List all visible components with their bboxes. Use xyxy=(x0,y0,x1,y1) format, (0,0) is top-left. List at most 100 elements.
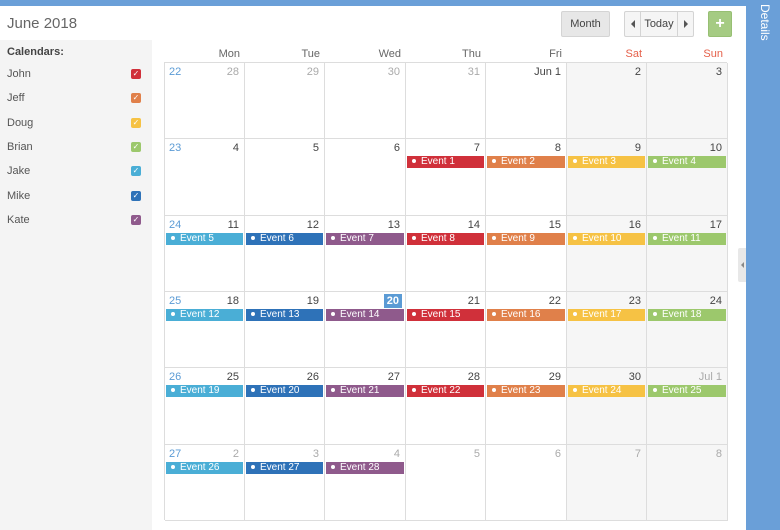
date-number[interactable]: 12 xyxy=(306,219,319,231)
calendar-event[interactable]: Event 27 xyxy=(246,462,323,474)
calendar-event[interactable]: Event 5 xyxy=(166,233,243,245)
day-cell[interactable]: 30 xyxy=(325,63,406,139)
day-cell[interactable]: 31 xyxy=(406,63,486,139)
date-number[interactable]: 27 xyxy=(387,371,400,383)
date-number[interactable]: 30 xyxy=(387,66,400,78)
day-cell[interactable]: 7 xyxy=(567,445,647,521)
date-number[interactable]: 4 xyxy=(393,448,400,460)
week-number[interactable]: 26 xyxy=(169,371,182,383)
day-cell[interactable]: 9 Event 3 xyxy=(567,139,647,216)
day-cell[interactable]: Jun 1 xyxy=(486,63,567,139)
date-number[interactable]: 16 xyxy=(628,219,641,231)
date-number[interactable]: 21 xyxy=(467,295,480,307)
calendar-item-mike[interactable]: Mike ✓ xyxy=(0,186,152,210)
date-number[interactable]: 3 xyxy=(715,66,722,78)
calendar-checkbox[interactable]: ✓ xyxy=(131,190,141,201)
date-number[interactable]: 13 xyxy=(387,219,400,231)
date-number[interactable]: 25 xyxy=(226,371,239,383)
calendar-event[interactable]: Event 10 xyxy=(568,233,645,245)
day-cell[interactable]: 6 xyxy=(486,445,567,521)
calendar-event[interactable]: Event 26 xyxy=(166,462,243,474)
week-number[interactable]: 24 xyxy=(169,219,182,231)
calendar-checkbox[interactable]: ✓ xyxy=(131,141,141,152)
calendar-event[interactable]: Event 7 xyxy=(326,233,404,245)
calendar-event[interactable]: Event 19 xyxy=(166,385,243,397)
week-number[interactable]: 25 xyxy=(169,295,182,307)
calendar-event[interactable]: Event 21 xyxy=(326,385,404,397)
date-number[interactable]: 5 xyxy=(312,142,319,154)
date-number[interactable]: 4 xyxy=(232,142,239,154)
day-cell[interactable]: Jul 1 Event 25 xyxy=(647,368,728,445)
calendar-event[interactable]: Event 8 xyxy=(407,233,484,245)
week-number[interactable]: 27 xyxy=(169,448,182,460)
date-number[interactable]: 2 xyxy=(232,448,239,460)
calendar-event[interactable]: Event 15 xyxy=(407,309,484,321)
day-cell[interactable]: 17 Event 11 xyxy=(647,216,728,292)
day-cell[interactable]: 16 Event 10 xyxy=(567,216,647,292)
day-cell[interactable]: 14 Event 8 xyxy=(406,216,486,292)
today-button[interactable]: Today xyxy=(640,11,678,37)
calendar-checkbox[interactable]: ✓ xyxy=(131,93,141,104)
day-cell[interactable]: 7 Event 1 xyxy=(406,139,486,216)
calendar-event[interactable]: Event 1 xyxy=(407,156,484,168)
calendar-event[interactable]: Event 2 xyxy=(487,156,565,168)
day-cell[interactable]: 15 Event 9 xyxy=(486,216,567,292)
day-cell[interactable]: 20 Event 14 xyxy=(325,292,406,368)
calendar-checkbox[interactable]: ✓ xyxy=(131,166,141,177)
date-number[interactable]: 18 xyxy=(226,295,239,307)
calendar-item-john[interactable]: John ✓ xyxy=(0,64,152,88)
calendar-event[interactable]: Event 11 xyxy=(648,233,726,245)
calendar-event[interactable]: Event 4 xyxy=(648,156,726,168)
date-number[interactable]: 11 xyxy=(227,219,239,231)
day-cell[interactable]: 8 xyxy=(647,445,728,521)
calendar-checkbox[interactable]: ✓ xyxy=(131,117,141,128)
date-number[interactable]: 15 xyxy=(548,219,561,231)
day-cell[interactable]: 10 Event 4 xyxy=(647,139,728,216)
add-event-button[interactable]: + xyxy=(708,11,732,37)
details-panel[interactable]: Details xyxy=(746,0,780,530)
day-cell[interactable]: 26 Event 20 xyxy=(245,368,325,445)
date-number[interactable]: Jun 1 xyxy=(534,66,561,78)
calendar-event[interactable]: Event 16 xyxy=(487,309,565,321)
day-cell[interactable]: 27 Event 21 xyxy=(325,368,406,445)
day-cell[interactable]: 27 2 Event 26 xyxy=(165,445,245,521)
date-number[interactable]: 7 xyxy=(473,142,480,154)
week-number[interactable]: 22 xyxy=(169,66,182,78)
calendar-event[interactable]: Event 3 xyxy=(568,156,645,168)
day-cell[interactable]: 29 Event 23 xyxy=(486,368,567,445)
day-cell[interactable]: 23 Event 17 xyxy=(567,292,647,368)
calendar-item-kate[interactable]: Kate ✓ xyxy=(0,210,152,234)
day-cell[interactable]: 5 xyxy=(406,445,486,521)
calendar-event[interactable]: Event 9 xyxy=(487,233,565,245)
day-cell[interactable]: 5 xyxy=(245,139,325,216)
calendar-event[interactable]: Event 28 xyxy=(326,462,404,474)
date-number[interactable]: 28 xyxy=(467,371,480,383)
day-cell[interactable]: 29 xyxy=(245,63,325,139)
calendar-checkbox[interactable]: ✓ xyxy=(131,214,141,225)
day-cell[interactable]: 8 Event 2 xyxy=(486,139,567,216)
day-cell[interactable]: 23 4 xyxy=(165,139,245,216)
day-cell[interactable]: 4 Event 28 xyxy=(325,445,406,521)
collapse-details-handle[interactable] xyxy=(738,248,746,282)
day-cell[interactable]: 22 Event 16 xyxy=(486,292,567,368)
calendar-event[interactable]: Event 12 xyxy=(166,309,243,321)
day-cell[interactable]: 22 28 xyxy=(165,63,245,139)
day-cell[interactable]: 25 18 Event 12 xyxy=(165,292,245,368)
next-button[interactable] xyxy=(678,11,694,37)
date-number[interactable]: 28 xyxy=(226,66,239,78)
calendar-event[interactable]: Event 20 xyxy=(246,385,323,397)
calendar-event[interactable]: Event 25 xyxy=(648,385,726,397)
calendar-checkbox[interactable]: ✓ xyxy=(131,69,141,79)
date-number[interactable]: 26 xyxy=(306,371,319,383)
calendar-event[interactable]: Event 23 xyxy=(487,385,565,397)
calendar-item-brian[interactable]: Brian ✓ xyxy=(0,137,152,161)
date-number[interactable]: 19 xyxy=(306,295,319,307)
date-number[interactable]: 9 xyxy=(634,142,641,154)
day-cell[interactable]: 13 Event 7 xyxy=(325,216,406,292)
calendar-event[interactable]: Event 22 xyxy=(407,385,484,397)
date-number[interactable]: 29 xyxy=(306,66,319,78)
day-cell[interactable]: 24 11 Event 5 xyxy=(165,216,245,292)
calendar-event[interactable]: Event 24 xyxy=(568,385,645,397)
calendar-event[interactable]: Event 14 xyxy=(326,309,404,321)
date-number[interactable]: 7 xyxy=(634,448,641,460)
